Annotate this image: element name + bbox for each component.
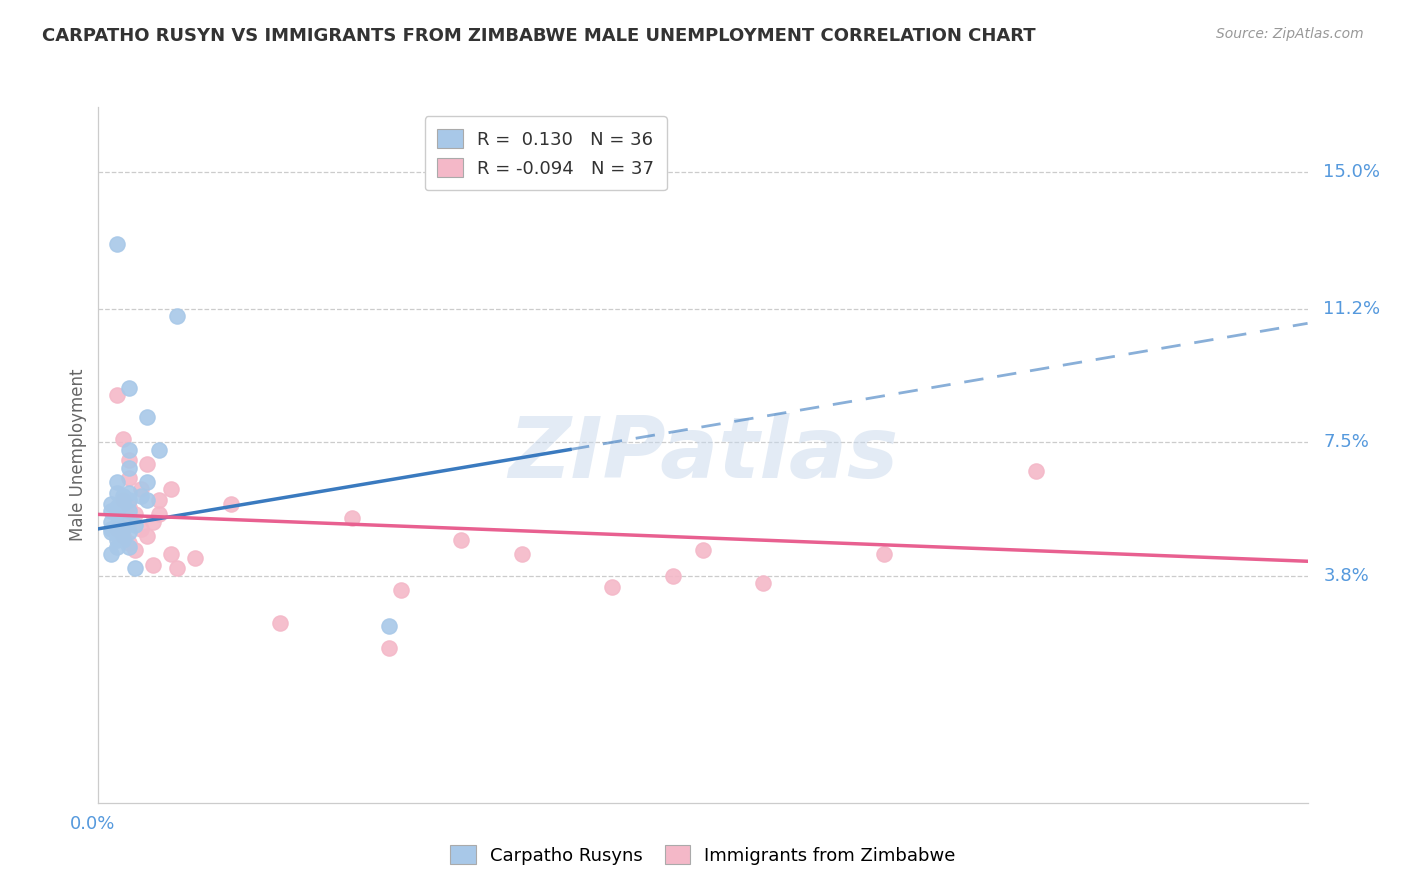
Point xyxy=(111,493,134,508)
Point xyxy=(142,558,165,572)
Point xyxy=(160,482,183,496)
Point xyxy=(111,432,134,446)
Point xyxy=(118,442,141,457)
Point xyxy=(129,489,152,503)
Point xyxy=(111,489,134,503)
Point xyxy=(105,500,128,515)
Point xyxy=(752,575,775,590)
Point xyxy=(111,529,134,543)
Point xyxy=(389,583,412,598)
Point xyxy=(450,533,472,547)
Point xyxy=(377,640,399,655)
Point xyxy=(111,522,134,536)
Point xyxy=(105,540,128,554)
Text: CARPATHO RUSYN VS IMMIGRANTS FROM ZIMBABWE MALE UNEMPLOYMENT CORRELATION CHART: CARPATHO RUSYN VS IMMIGRANTS FROM ZIMBAB… xyxy=(42,27,1036,45)
Point xyxy=(342,511,364,525)
Point xyxy=(166,561,188,575)
Point xyxy=(105,508,128,522)
Point xyxy=(135,529,157,543)
Point xyxy=(118,500,141,515)
Point xyxy=(118,460,141,475)
Point xyxy=(118,453,141,467)
Point xyxy=(105,518,128,533)
Point xyxy=(166,309,188,323)
Point xyxy=(118,381,141,395)
Point xyxy=(135,493,157,508)
Point xyxy=(221,497,243,511)
Point xyxy=(135,410,157,425)
Point xyxy=(111,515,134,529)
Point xyxy=(602,580,624,594)
Y-axis label: Male Unemployment: Male Unemployment xyxy=(69,368,87,541)
Point xyxy=(111,497,134,511)
Point xyxy=(184,550,207,565)
Point xyxy=(269,615,291,630)
Point xyxy=(129,482,152,496)
Point xyxy=(105,485,128,500)
Point xyxy=(118,493,141,508)
Point xyxy=(100,497,122,511)
Point xyxy=(100,547,122,561)
Point xyxy=(118,525,141,540)
Point xyxy=(100,504,122,518)
Point xyxy=(124,508,146,522)
Point xyxy=(118,504,141,518)
Text: 11.2%: 11.2% xyxy=(1323,300,1381,318)
Point xyxy=(105,388,128,402)
Point xyxy=(160,547,183,561)
Legend: Carpatho Rusyns, Immigrants from Zimbabwe: Carpatho Rusyns, Immigrants from Zimbabw… xyxy=(437,832,969,877)
Point xyxy=(111,533,134,547)
Point xyxy=(873,547,896,561)
Point xyxy=(105,533,128,547)
Text: 7.5%: 7.5% xyxy=(1323,434,1369,451)
Point xyxy=(377,619,399,633)
Point xyxy=(1024,464,1046,478)
Text: 15.0%: 15.0% xyxy=(1323,163,1381,181)
Point xyxy=(118,515,141,529)
Point xyxy=(124,561,146,575)
Point xyxy=(118,485,141,500)
Point xyxy=(100,522,122,536)
Point xyxy=(142,515,165,529)
Point xyxy=(100,515,122,529)
Text: ZIPatlas: ZIPatlas xyxy=(508,413,898,497)
Text: 0.0%: 0.0% xyxy=(70,815,115,833)
Point xyxy=(124,518,146,533)
Point xyxy=(135,475,157,489)
Point xyxy=(105,237,128,252)
Point xyxy=(118,540,141,554)
Point xyxy=(100,525,122,540)
Point xyxy=(510,547,533,561)
Point xyxy=(692,543,714,558)
Point xyxy=(135,457,157,471)
Point xyxy=(148,508,170,522)
Point xyxy=(661,568,683,582)
Point xyxy=(118,471,141,485)
Point xyxy=(118,536,141,550)
Point xyxy=(129,522,152,536)
Point xyxy=(148,493,170,508)
Point xyxy=(105,475,128,489)
Text: Source: ZipAtlas.com: Source: ZipAtlas.com xyxy=(1216,27,1364,41)
Point xyxy=(105,522,128,536)
Point xyxy=(148,442,170,457)
Text: 3.8%: 3.8% xyxy=(1323,566,1369,584)
Point xyxy=(124,543,146,558)
